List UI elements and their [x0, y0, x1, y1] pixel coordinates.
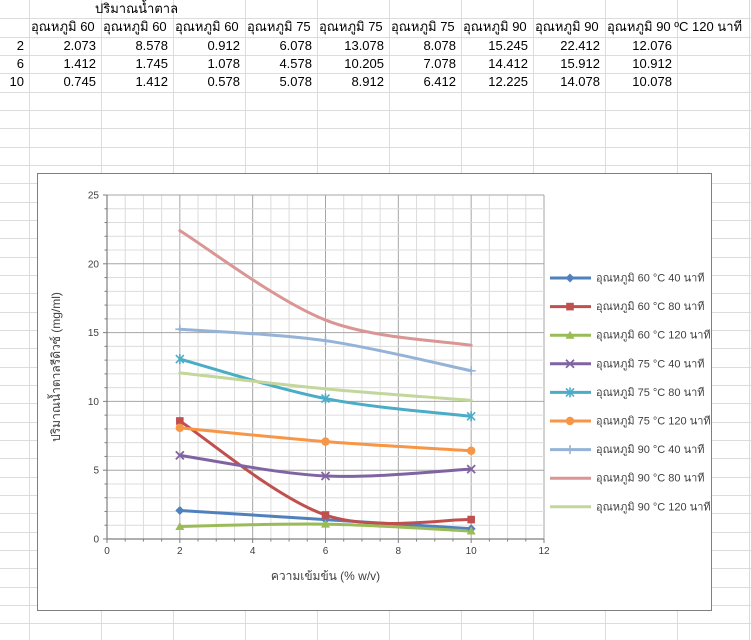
value-cell[interactable]: 7.078 — [423, 56, 456, 71]
value-cell[interactable]: 6.078 — [279, 38, 312, 53]
value-cell[interactable]: 1.412 — [63, 56, 96, 71]
header-cell[interactable]: อุณหภูมิ 90 — [463, 19, 527, 34]
sheet-gridline — [0, 165, 751, 166]
value-cell[interactable]: 15.912 — [560, 56, 600, 71]
y-tick-label: 10 — [88, 397, 100, 408]
value-cell[interactable]: 8.078 — [423, 38, 456, 53]
legend-label[interactable]: อุณหภูมิ 75 °C 40 นาที — [596, 357, 705, 370]
value-cell[interactable]: 1.745 — [135, 56, 168, 71]
header-cell[interactable]: อุณหภูมิ 75 — [391, 19, 455, 34]
value-cell[interactable]: 12.076 — [632, 38, 672, 53]
x-tick-label: 2 — [177, 546, 183, 557]
marker-triangle — [175, 521, 185, 530]
marker-square — [467, 515, 475, 524]
x-tick-label: 0 — [104, 546, 110, 557]
row-label-cell[interactable]: 6 — [16, 56, 24, 71]
legend-label[interactable]: อุณหภูมิ 60 °C 120 นาที — [596, 329, 711, 342]
marker-x — [565, 359, 575, 369]
y-tick-label: 25 — [88, 191, 100, 202]
x-tick-label: 10 — [466, 546, 478, 557]
legend-label[interactable]: อุณหภูมิ 90 °C 80 นาที — [596, 472, 705, 485]
sheet-gridline — [0, 110, 751, 111]
value-cell[interactable]: 22.412 — [560, 38, 600, 53]
value-cell[interactable]: 13.078 — [344, 38, 384, 53]
legend-label[interactable]: อุณหภูมิ 90 °C 40 นาที — [596, 443, 705, 456]
sheet-gridline — [0, 18, 751, 19]
sheet-gridline — [0, 92, 751, 93]
value-cell[interactable]: 10.912 — [632, 56, 672, 71]
chart[interactable]: 0 2 4 6 8 10 12 0 5 10 15 20 25 ความเข้มข้น (% w/v) ปร… — [37, 173, 712, 611]
value-cell[interactable]: 5.078 — [279, 74, 312, 89]
header-cell[interactable]: อุณหภูมิ 60 — [31, 19, 95, 34]
x-tick-label: 6 — [323, 546, 329, 557]
x-tick-label: 8 — [396, 546, 402, 557]
value-cell[interactable]: 4.578 — [279, 56, 312, 71]
value-cell[interactable]: 6.412 — [423, 74, 456, 89]
marker-diamond — [175, 505, 185, 515]
legend-label[interactable]: อุณหภูมิ 60 °C 40 นาที — [596, 272, 705, 285]
y-tick-label: 15 — [88, 328, 100, 339]
marker-triangle — [466, 526, 476, 535]
marker-diamond — [565, 273, 575, 283]
x-axis-title: ความเข้มข้น (% w/v) — [271, 569, 380, 583]
value-cell[interactable]: 14.078 — [560, 74, 600, 89]
value-cell[interactable]: 0.912 — [207, 38, 240, 53]
legend-label[interactable]: อุณหภูมิ 75 °C 120 นาที — [596, 415, 711, 428]
value-cell[interactable]: 8.578 — [135, 38, 168, 53]
value-cell[interactable]: 14.412 — [488, 56, 528, 71]
marker-x — [320, 471, 331, 481]
marker-x — [466, 464, 476, 474]
legend-label[interactable]: อุณหภูมิ 60 °C 80 นาที — [596, 300, 705, 313]
value-cell[interactable]: 0.578 — [207, 74, 240, 89]
y-tick-label: 5 — [93, 466, 99, 477]
sheet-gridline — [0, 147, 751, 148]
x-tick-label: 12 — [538, 546, 550, 557]
value-cell[interactable]: 10.078 — [632, 74, 672, 89]
value-cell[interactable]: 8.912 — [351, 74, 384, 89]
marker-triangle — [565, 330, 575, 339]
header-cell[interactable]: อุณหภูมิ 90 — [535, 19, 599, 34]
y-axis-title: ปริมาณน้ำตาลรีดิวซ์ (mg/ml) — [47, 292, 63, 442]
marker-x — [175, 450, 185, 461]
value-cell[interactable]: 1.412 — [135, 74, 168, 89]
series-line — [178, 229, 473, 347]
sheet-gridline — [0, 128, 751, 129]
marker-circle — [321, 437, 330, 446]
sheet-gridline — [0, 37, 751, 38]
value-cell[interactable]: 2.073 — [63, 38, 96, 53]
header-cell[interactable]: อุณหภูมิ 75 — [247, 19, 311, 34]
marker-square — [176, 417, 184, 425]
row-label-cell[interactable]: 10 — [9, 74, 24, 89]
marker-square — [566, 302, 574, 311]
header-cell[interactable]: อุณหภูมิ 90 ºC 120 นาที — [607, 19, 743, 34]
marker-circle — [175, 423, 185, 433]
row-label-cell[interactable]: 2 — [16, 38, 24, 53]
value-cell[interactable]: 12.225 — [488, 74, 528, 89]
table-title-cell[interactable]: ปริมาณน้ำตาล — [95, 1, 179, 16]
sheet-gridline — [29, 0, 30, 640]
sheet-gridline — [0, 73, 751, 74]
header-cell[interactable]: อุณหภูมิ 60 — [103, 19, 167, 34]
series-line — [178, 371, 473, 402]
value-cell[interactable]: 1.078 — [207, 56, 240, 71]
header-cell[interactable]: อุณหภูมิ 60 — [175, 19, 239, 34]
x-tick-label: 4 — [250, 546, 256, 557]
marker-square — [321, 511, 330, 519]
sheet-gridline — [749, 0, 750, 640]
value-cell[interactable]: 15.245 — [488, 38, 528, 53]
sheet-gridline — [0, 55, 751, 56]
value-cell[interactable]: 10.205 — [344, 56, 384, 71]
legend-label[interactable]: อุณหภูมิ 75 °C 80 นาที — [596, 386, 705, 399]
y-tick-label: 0 — [93, 535, 99, 546]
marker-triangle — [321, 519, 330, 528]
value-cell[interactable]: 0.745 — [63, 74, 96, 89]
marker-circle — [466, 446, 476, 455]
chart-canvas: 0 2 4 6 8 10 12 0 5 10 15 20 25 ความเข้มข้น (% w/v) ปร… — [47, 191, 711, 584]
y-tick-label: 20 — [88, 259, 100, 270]
legend-label[interactable]: อุณหภูมิ 90 °C 120 นาที — [596, 500, 711, 513]
marker-circle — [565, 416, 575, 426]
header-cell[interactable]: อุณหภูมิ 75 — [319, 19, 383, 34]
sheet-gridline — [0, 623, 751, 624]
